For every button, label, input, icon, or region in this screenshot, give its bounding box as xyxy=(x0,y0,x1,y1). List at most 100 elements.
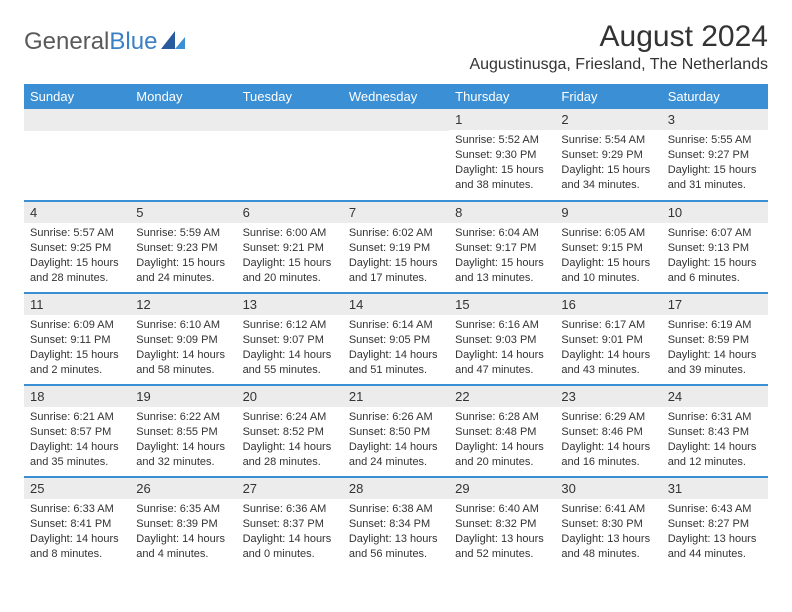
day-info: Sunrise: 6:40 AMSunset: 8:32 PMDaylight:… xyxy=(449,499,555,565)
day-info: Sunrise: 6:36 AMSunset: 8:37 PMDaylight:… xyxy=(237,499,343,565)
calendar-day-cell: 29Sunrise: 6:40 AMSunset: 8:32 PMDayligh… xyxy=(449,477,555,569)
calendar-week-row: 11Sunrise: 6:09 AMSunset: 9:11 PMDayligh… xyxy=(24,293,768,385)
calendar-body: 1Sunrise: 5:52 AMSunset: 9:30 PMDaylight… xyxy=(24,109,768,569)
calendar-week-row: 25Sunrise: 6:33 AMSunset: 8:41 PMDayligh… xyxy=(24,477,768,569)
day-info: Sunrise: 6:26 AMSunset: 8:50 PMDaylight:… xyxy=(343,407,449,473)
day-info: Sunrise: 6:35 AMSunset: 8:39 PMDaylight:… xyxy=(130,499,236,565)
day-number: 3 xyxy=(662,109,768,130)
calendar-day-cell: 21Sunrise: 6:26 AMSunset: 8:50 PMDayligh… xyxy=(343,385,449,477)
day-info: Sunrise: 6:22 AMSunset: 8:55 PMDaylight:… xyxy=(130,407,236,473)
calendar-day-cell: 22Sunrise: 6:28 AMSunset: 8:48 PMDayligh… xyxy=(449,385,555,477)
day-number: 8 xyxy=(449,202,555,223)
logo-text-2: Blue xyxy=(109,28,157,56)
day-info: Sunrise: 6:05 AMSunset: 9:15 PMDaylight:… xyxy=(555,223,661,289)
day-number: 7 xyxy=(343,202,449,223)
day-number: 13 xyxy=(237,294,343,315)
day-info: Sunrise: 6:16 AMSunset: 9:03 PMDaylight:… xyxy=(449,315,555,381)
day-info: Sunrise: 6:07 AMSunset: 9:13 PMDaylight:… xyxy=(662,223,768,289)
calendar-day-cell: 12Sunrise: 6:10 AMSunset: 9:09 PMDayligh… xyxy=(130,293,236,385)
day-number: 1 xyxy=(449,109,555,130)
month-title: August 2024 xyxy=(469,20,768,54)
day-number: 27 xyxy=(237,478,343,499)
calendar-day-cell: 1Sunrise: 5:52 AMSunset: 9:30 PMDaylight… xyxy=(449,109,555,201)
day-number: 18 xyxy=(24,386,130,407)
calendar-table: SundayMondayTuesdayWednesdayThursdayFrid… xyxy=(24,84,768,569)
day-info: Sunrise: 6:33 AMSunset: 8:41 PMDaylight:… xyxy=(24,499,130,565)
day-info: Sunrise: 6:19 AMSunset: 8:59 PMDaylight:… xyxy=(662,315,768,381)
day-info: Sunrise: 6:14 AMSunset: 9:05 PMDaylight:… xyxy=(343,315,449,381)
calendar-day-cell: 6Sunrise: 6:00 AMSunset: 9:21 PMDaylight… xyxy=(237,201,343,293)
day-number xyxy=(24,109,130,131)
day-info: Sunrise: 6:43 AMSunset: 8:27 PMDaylight:… xyxy=(662,499,768,565)
calendar-day-cell: 5Sunrise: 5:59 AMSunset: 9:23 PMDaylight… xyxy=(130,201,236,293)
calendar-day-cell: 30Sunrise: 6:41 AMSunset: 8:30 PMDayligh… xyxy=(555,477,661,569)
day-info: Sunrise: 6:21 AMSunset: 8:57 PMDaylight:… xyxy=(24,407,130,473)
calendar-day-cell: 25Sunrise: 6:33 AMSunset: 8:41 PMDayligh… xyxy=(24,477,130,569)
day-number: 19 xyxy=(130,386,236,407)
header: GeneralBlue August 2024 Augustinusga, Fr… xyxy=(24,20,768,80)
day-info: Sunrise: 6:31 AMSunset: 8:43 PMDaylight:… xyxy=(662,407,768,473)
day-number: 31 xyxy=(662,478,768,499)
calendar-day-cell: 11Sunrise: 6:09 AMSunset: 9:11 PMDayligh… xyxy=(24,293,130,385)
day-number: 6 xyxy=(237,202,343,223)
day-info: Sunrise: 6:02 AMSunset: 9:19 PMDaylight:… xyxy=(343,223,449,289)
day-info: Sunrise: 6:04 AMSunset: 9:17 PMDaylight:… xyxy=(449,223,555,289)
day-number: 10 xyxy=(662,202,768,223)
day-info: Sunrise: 5:57 AMSunset: 9:25 PMDaylight:… xyxy=(24,223,130,289)
day-number: 16 xyxy=(555,294,661,315)
day-number: 23 xyxy=(555,386,661,407)
weekday-header: Friday xyxy=(555,84,661,109)
day-number: 22 xyxy=(449,386,555,407)
calendar-day-cell: 19Sunrise: 6:22 AMSunset: 8:55 PMDayligh… xyxy=(130,385,236,477)
logo-text-1: General xyxy=(24,28,109,56)
day-info: Sunrise: 5:52 AMSunset: 9:30 PMDaylight:… xyxy=(449,130,555,196)
day-number: 24 xyxy=(662,386,768,407)
calendar-day-cell xyxy=(24,109,130,201)
calendar-day-cell xyxy=(130,109,236,201)
title-block: August 2024 Augustinusga, Friesland, The… xyxy=(469,20,768,80)
day-number: 28 xyxy=(343,478,449,499)
day-number: 5 xyxy=(130,202,236,223)
calendar-day-cell: 10Sunrise: 6:07 AMSunset: 9:13 PMDayligh… xyxy=(662,201,768,293)
day-number xyxy=(343,109,449,131)
calendar-day-cell: 28Sunrise: 6:38 AMSunset: 8:34 PMDayligh… xyxy=(343,477,449,569)
calendar-day-cell: 26Sunrise: 6:35 AMSunset: 8:39 PMDayligh… xyxy=(130,477,236,569)
day-number: 30 xyxy=(555,478,661,499)
calendar-day-cell xyxy=(343,109,449,201)
day-number: 12 xyxy=(130,294,236,315)
day-number: 4 xyxy=(24,202,130,223)
day-number: 14 xyxy=(343,294,449,315)
day-info: Sunrise: 6:12 AMSunset: 9:07 PMDaylight:… xyxy=(237,315,343,381)
day-info: Sunrise: 6:17 AMSunset: 9:01 PMDaylight:… xyxy=(555,315,661,381)
day-info: Sunrise: 6:29 AMSunset: 8:46 PMDaylight:… xyxy=(555,407,661,473)
day-info: Sunrise: 6:28 AMSunset: 8:48 PMDaylight:… xyxy=(449,407,555,473)
calendar-day-cell: 17Sunrise: 6:19 AMSunset: 8:59 PMDayligh… xyxy=(662,293,768,385)
day-number: 21 xyxy=(343,386,449,407)
day-info: Sunrise: 6:09 AMSunset: 9:11 PMDaylight:… xyxy=(24,315,130,381)
weekday-header: Thursday xyxy=(449,84,555,109)
day-number: 29 xyxy=(449,478,555,499)
location: Augustinusga, Friesland, The Netherlands xyxy=(469,56,768,74)
day-number: 2 xyxy=(555,109,661,130)
day-info: Sunrise: 6:38 AMSunset: 8:34 PMDaylight:… xyxy=(343,499,449,565)
calendar-day-cell: 8Sunrise: 6:04 AMSunset: 9:17 PMDaylight… xyxy=(449,201,555,293)
day-info: Sunrise: 6:10 AMSunset: 9:09 PMDaylight:… xyxy=(130,315,236,381)
calendar-day-cell: 20Sunrise: 6:24 AMSunset: 8:52 PMDayligh… xyxy=(237,385,343,477)
day-number: 11 xyxy=(24,294,130,315)
calendar-day-cell: 27Sunrise: 6:36 AMSunset: 8:37 PMDayligh… xyxy=(237,477,343,569)
weekday-header: Sunday xyxy=(24,84,130,109)
calendar-day-cell: 7Sunrise: 6:02 AMSunset: 9:19 PMDaylight… xyxy=(343,201,449,293)
weekday-header: Wednesday xyxy=(343,84,449,109)
day-number: 20 xyxy=(237,386,343,407)
calendar-day-cell: 23Sunrise: 6:29 AMSunset: 8:46 PMDayligh… xyxy=(555,385,661,477)
calendar-week-row: 18Sunrise: 6:21 AMSunset: 8:57 PMDayligh… xyxy=(24,385,768,477)
day-number: 26 xyxy=(130,478,236,499)
calendar-day-cell: 18Sunrise: 6:21 AMSunset: 8:57 PMDayligh… xyxy=(24,385,130,477)
calendar-day-cell: 3Sunrise: 5:55 AMSunset: 9:27 PMDaylight… xyxy=(662,109,768,201)
day-info: Sunrise: 5:54 AMSunset: 9:29 PMDaylight:… xyxy=(555,130,661,196)
calendar-day-cell: 13Sunrise: 6:12 AMSunset: 9:07 PMDayligh… xyxy=(237,293,343,385)
calendar-day-cell: 15Sunrise: 6:16 AMSunset: 9:03 PMDayligh… xyxy=(449,293,555,385)
day-number xyxy=(130,109,236,131)
calendar-day-cell: 4Sunrise: 5:57 AMSunset: 9:25 PMDaylight… xyxy=(24,201,130,293)
day-number: 9 xyxy=(555,202,661,223)
